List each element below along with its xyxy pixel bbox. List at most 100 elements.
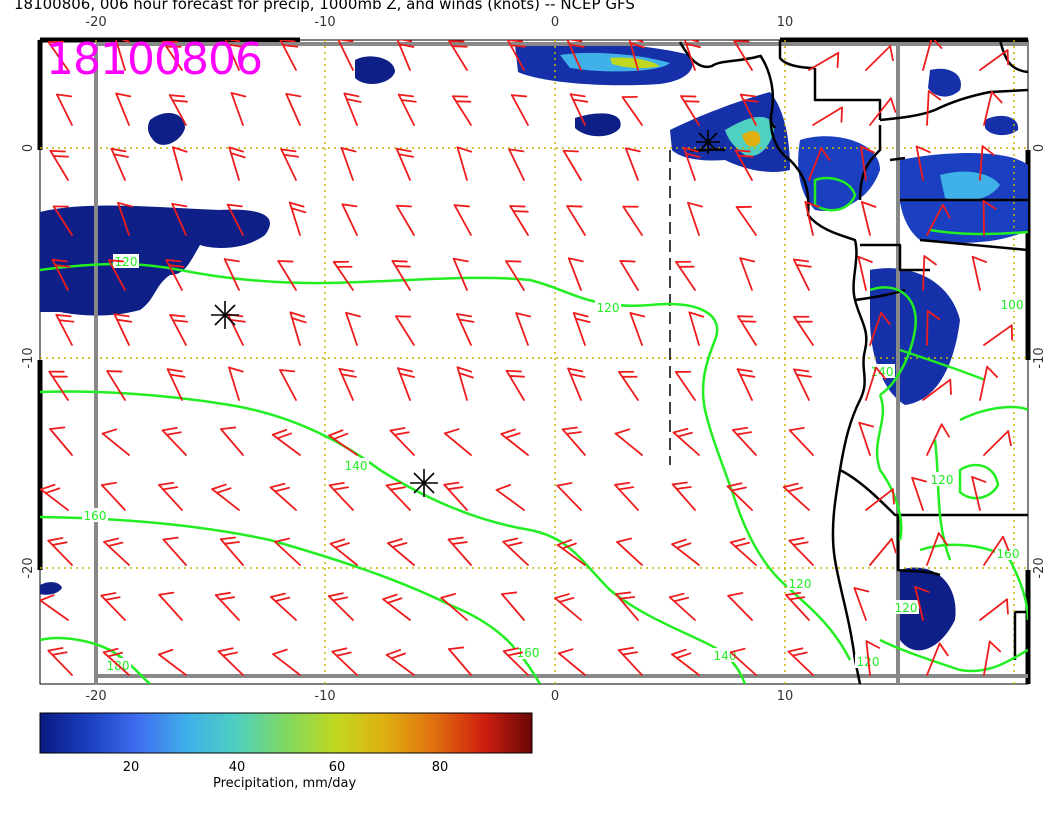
lon-label-top: 0 <box>551 15 559 30</box>
contour-land-c <box>875 394 903 541</box>
contour-label: 120 <box>895 601 918 615</box>
wind-barb <box>329 538 358 566</box>
wind-barb <box>40 594 69 621</box>
wind-barb <box>211 483 240 511</box>
wind-barb <box>785 591 810 621</box>
wind-barb <box>727 592 753 621</box>
lat-label-right: -10 <box>1032 347 1047 368</box>
wind-barb <box>217 647 244 676</box>
wind-barb <box>983 535 1010 566</box>
wind-barb <box>979 145 995 181</box>
contour-label-bg <box>595 300 621 314</box>
wind-barb <box>621 95 643 126</box>
wind-barb <box>682 146 701 181</box>
precip-blob-north-peak <box>610 57 660 69</box>
wind-barb <box>793 315 814 346</box>
lat-label-right: -20 <box>1032 557 1047 578</box>
wind-barb <box>55 313 75 346</box>
contour-label-bg <box>343 458 369 472</box>
wind-barb <box>277 260 297 291</box>
wind-barb <box>926 642 949 676</box>
wind-barb <box>562 149 582 181</box>
wind-barb <box>228 146 246 181</box>
wind-barb <box>385 481 411 511</box>
wind-barb <box>734 149 754 181</box>
region-boxes <box>94 42 1028 684</box>
wind-barb <box>510 94 529 126</box>
wind-barb <box>448 646 472 676</box>
wind-barb <box>397 367 416 401</box>
contour-160-main <box>40 515 542 684</box>
wind-barb <box>926 204 951 236</box>
wind-barb <box>115 92 132 126</box>
lat-label-left: 0 <box>21 144 36 152</box>
wind-barb <box>508 148 525 181</box>
wind-barb <box>688 311 705 346</box>
wind-barb <box>671 648 700 676</box>
wind-barb <box>971 255 987 291</box>
wind-barb <box>614 481 639 511</box>
wind-barb <box>617 646 643 676</box>
wind-barb <box>554 593 582 621</box>
wind-barb <box>672 427 700 456</box>
wind-barb <box>337 40 354 71</box>
wind-barb <box>857 255 873 291</box>
wind-barb <box>443 428 472 456</box>
wind-barb <box>509 205 529 236</box>
wind-barb <box>100 592 126 621</box>
wind-barb <box>168 94 188 126</box>
wind-barb <box>561 426 586 456</box>
wind-barb <box>280 148 300 181</box>
wind-barb <box>858 421 875 456</box>
wind-barb <box>983 430 1012 456</box>
wind-barb <box>622 205 643 236</box>
wind-barb <box>158 481 183 511</box>
lat-label-left: -20 <box>21 557 36 578</box>
wind-barb <box>793 368 812 401</box>
wind-barb <box>47 647 73 676</box>
wind-barb <box>729 647 757 676</box>
wind-barb <box>853 587 870 621</box>
asterisk-marker-1 <box>211 301 239 329</box>
wind-barb <box>171 203 188 236</box>
wind-barb <box>272 648 301 676</box>
lon-label-bottom: -20 <box>85 689 106 704</box>
wind-barb <box>391 260 411 291</box>
wind-barb <box>220 426 244 456</box>
wind-barb <box>49 426 73 456</box>
wind-barb <box>456 366 474 401</box>
wind-barb <box>567 367 586 401</box>
wind-barb <box>735 205 757 236</box>
wind-barb <box>671 538 700 566</box>
contour-label-bg <box>787 576 813 590</box>
wind-barb <box>110 147 129 181</box>
wind-barb <box>865 640 881 676</box>
wind-barb <box>448 40 468 71</box>
wind-barb <box>787 647 814 676</box>
wind-barb <box>443 481 468 511</box>
wind-barb <box>505 260 525 291</box>
lon-label-bottom: 10 <box>777 689 794 704</box>
wind-barb <box>447 536 472 566</box>
wind-barb <box>117 201 133 236</box>
wind-barb <box>495 484 525 511</box>
wind-barb <box>501 591 525 621</box>
wind-barb <box>616 537 643 566</box>
wind-barb <box>737 315 757 346</box>
colorbar-tick-label: 60 <box>328 760 346 775</box>
wind-barb <box>162 40 183 71</box>
wind-barb <box>569 93 589 126</box>
precip-blob-north-small <box>355 56 395 84</box>
colorbar-tick-label: 40 <box>228 760 246 775</box>
wind-barb <box>453 204 472 236</box>
contour-label: 160 <box>517 646 540 660</box>
wind-barb <box>166 368 186 401</box>
wind-barb <box>983 91 1003 126</box>
asterisk-markers <box>211 130 720 497</box>
wind-barb <box>382 593 411 621</box>
wind-barb <box>389 427 415 456</box>
contour-land-f <box>929 228 1028 236</box>
wind-barb <box>739 257 756 291</box>
